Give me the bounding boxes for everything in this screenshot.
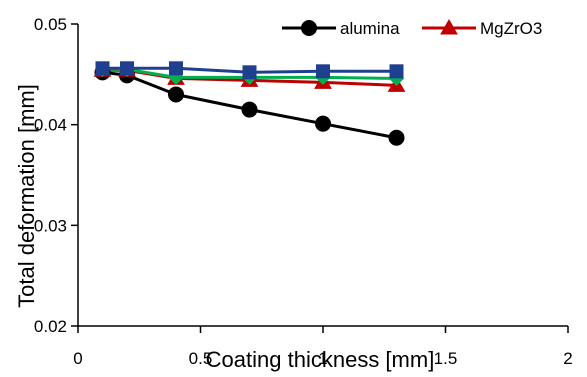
- x-tick-label: 1.5: [434, 349, 458, 368]
- legend-label: MgZrO3: [480, 19, 542, 38]
- data-point-3-1: [120, 61, 134, 76]
- legend-marker-1: [440, 18, 458, 35]
- x-axis-title: Coating thickness [mm]: [206, 347, 435, 372]
- y-tick-label: 0.05: [34, 15, 67, 34]
- data-point-3-0: [95, 61, 110, 76]
- y-axis-title: Total deformation [mm]: [14, 84, 39, 308]
- data-point-0-5: [388, 129, 405, 146]
- tick-labels: 0 0.5 1 1.5 2 0.02 0.03 0.04 0.05: [34, 15, 573, 368]
- data-point-3-4: [316, 64, 330, 79]
- legend-label: alumina: [340, 19, 400, 38]
- axes: [71, 23, 569, 333]
- y-tick-label: 0.04: [34, 116, 67, 135]
- y-tick-label: 0.03: [34, 216, 67, 235]
- x-tick-label: 0: [73, 349, 82, 368]
- series-markers: [93, 61, 406, 146]
- x-tick-label: 1: [318, 349, 327, 368]
- data-point-3-2: [169, 61, 183, 76]
- legend: alumina MgZrO3: [282, 18, 542, 38]
- data-point-0-3: [241, 101, 258, 118]
- x-tick-label: 0.5: [189, 349, 213, 368]
- y-tick-label: 0.02: [34, 317, 67, 336]
- data-point-0-4: [315, 115, 331, 132]
- x-tick-label: 2: [563, 349, 572, 368]
- data-point-0-2: [168, 86, 184, 103]
- legend-marker-0: [301, 20, 317, 36]
- data-point-3-5: [389, 64, 404, 79]
- data-point-3-3: [242, 65, 257, 80]
